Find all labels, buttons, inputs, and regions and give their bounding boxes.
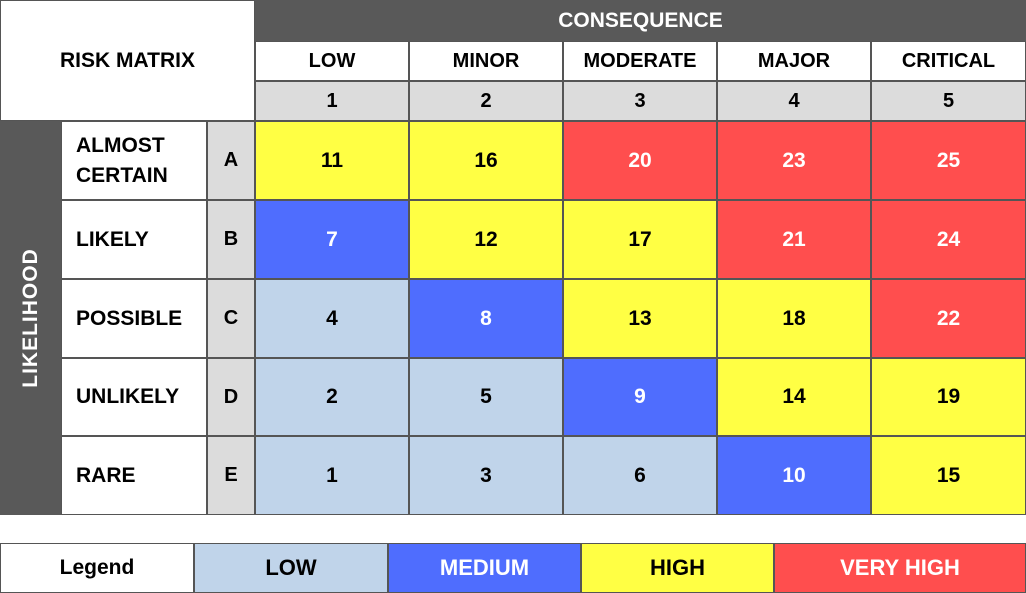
consequence-label-critical: CRITICAL: [871, 41, 1026, 81]
legend-item-very-high: VERY HIGH: [774, 543, 1026, 593]
risk-cell-d4: 14: [717, 358, 871, 436]
consequence-number-2: 2: [409, 81, 563, 121]
risk-cell-b2: 12: [409, 200, 563, 279]
consequence-label-moderate: MODERATE: [563, 41, 717, 81]
consequence-number-3: 3: [563, 81, 717, 121]
risk-cell-e2: 3: [409, 436, 563, 515]
risk-cell-e3: 6: [563, 436, 717, 515]
consequence-number-5: 5: [871, 81, 1026, 121]
consequence-header: CONSEQUENCE: [255, 0, 1026, 41]
legend-item-medium: MEDIUM: [388, 543, 581, 593]
matrix-title: RISK MATRIX: [0, 0, 255, 121]
likelihood-header-text: LIKELIHOOD: [18, 248, 42, 388]
consequence-number-1: 1: [255, 81, 409, 121]
risk-cell-a2: 16: [409, 121, 563, 200]
risk-cell-a4: 23: [717, 121, 871, 200]
risk-cell-b4: 21: [717, 200, 871, 279]
risk-cell-d3: 9: [563, 358, 717, 436]
likelihood-label-almost-certain: ALMOST CERTAIN: [61, 121, 207, 200]
risk-cell-e5: 15: [871, 436, 1026, 515]
legend-item-high: HIGH: [581, 543, 774, 593]
risk-cell-b1: 7: [255, 200, 409, 279]
consequence-number-4: 4: [717, 81, 871, 121]
consequence-label-low: LOW: [255, 41, 409, 81]
risk-cell-e1: 1: [255, 436, 409, 515]
likelihood-header: LIKELIHOOD: [0, 121, 61, 515]
risk-cell-d2: 5: [409, 358, 563, 436]
likelihood-letter-e: E: [207, 436, 255, 515]
likelihood-label-likely: LIKELY: [61, 200, 207, 279]
consequence-label-minor: MINOR: [409, 41, 563, 81]
risk-cell-a1: 11: [255, 121, 409, 200]
likelihood-letter-d: D: [207, 358, 255, 436]
risk-cell-d1: 2: [255, 358, 409, 436]
risk-cell-c5: 22: [871, 279, 1026, 358]
risk-cell-c4: 18: [717, 279, 871, 358]
consequence-label-major: MAJOR: [717, 41, 871, 81]
likelihood-label-possible: POSSIBLE: [61, 279, 207, 358]
likelihood-letter-b: B: [207, 200, 255, 279]
risk-cell-c2: 8: [409, 279, 563, 358]
likelihood-label-unlikely: UNLIKELY: [61, 358, 207, 436]
likelihood-letter-a: A: [207, 121, 255, 200]
risk-cell-e4: 10: [717, 436, 871, 515]
likelihood-label-rare: RARE: [61, 436, 207, 515]
risk-cell-a5: 25: [871, 121, 1026, 200]
risk-cell-b3: 17: [563, 200, 717, 279]
legend-item-low: LOW: [194, 543, 388, 593]
risk-cell-b5: 24: [871, 200, 1026, 279]
risk-cell-c1: 4: [255, 279, 409, 358]
risk-cell-d5: 19: [871, 358, 1026, 436]
risk-cell-a3: 20: [563, 121, 717, 200]
risk-cell-c3: 13: [563, 279, 717, 358]
legend-title: Legend: [0, 543, 194, 593]
likelihood-letter-c: C: [207, 279, 255, 358]
